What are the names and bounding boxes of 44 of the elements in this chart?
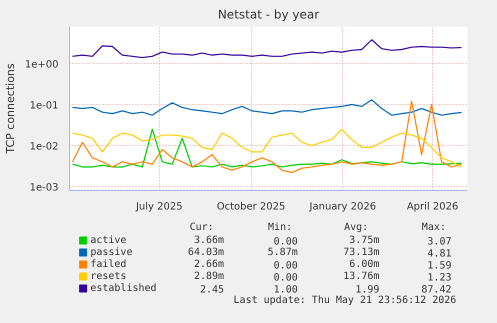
line-series xyxy=(72,39,462,58)
legend-label: resets xyxy=(90,271,126,282)
text: 13.76m xyxy=(343,271,380,282)
text: 1.00 xyxy=(274,284,298,296)
text: 64.03m xyxy=(188,247,224,258)
text: 1.59 xyxy=(427,260,452,272)
text: 87.42 xyxy=(421,284,452,296)
x-tick-label: July 2025 xyxy=(134,202,183,212)
line-series xyxy=(72,128,462,168)
text: 2.89m xyxy=(194,271,224,282)
legend-label: established xyxy=(90,283,157,294)
legend-label: active xyxy=(90,235,126,246)
x-tick-label: January 2026 xyxy=(308,202,376,212)
y-tick-label: 1e-01 xyxy=(30,100,59,112)
text: 0.00 xyxy=(274,236,298,248)
text: Max: xyxy=(422,222,446,233)
text: 2.66m xyxy=(194,259,224,270)
text: 1.23 xyxy=(427,272,452,284)
legend-label: passive xyxy=(90,247,132,258)
text: 73.13m xyxy=(343,247,380,258)
text: Avg: xyxy=(344,222,368,233)
text: 3.66m xyxy=(194,235,224,246)
y-tick-label: 1e-02 xyxy=(30,142,59,153)
y-tick-label: 1e+00 xyxy=(24,60,59,71)
text: 3.75m xyxy=(349,235,380,246)
text: Last update: Thu May 21 23:56:12 2026 xyxy=(234,295,456,306)
text: 0.00 xyxy=(274,260,298,272)
text: 5.87m xyxy=(268,247,298,258)
y-axis-title: TCP connections xyxy=(4,63,17,155)
line-series xyxy=(72,100,462,174)
text: 6.00m xyxy=(349,259,380,270)
text: 3.07 xyxy=(427,236,452,248)
text: 1.99 xyxy=(355,284,380,296)
text: Cur: xyxy=(190,222,214,233)
text: 2.45 xyxy=(200,284,224,296)
x-tick-label: October 2025 xyxy=(216,202,286,212)
legend-label: failed xyxy=(90,259,126,270)
text: Min: xyxy=(268,222,292,233)
y-tick-label: 1e-03 xyxy=(30,182,59,194)
text: 0.00 xyxy=(274,272,298,284)
x-tick-label: April 2026 xyxy=(406,202,458,212)
line-series xyxy=(72,99,462,116)
chart-title: Netstat - by year xyxy=(218,8,320,22)
text: 4.81 xyxy=(427,248,452,260)
